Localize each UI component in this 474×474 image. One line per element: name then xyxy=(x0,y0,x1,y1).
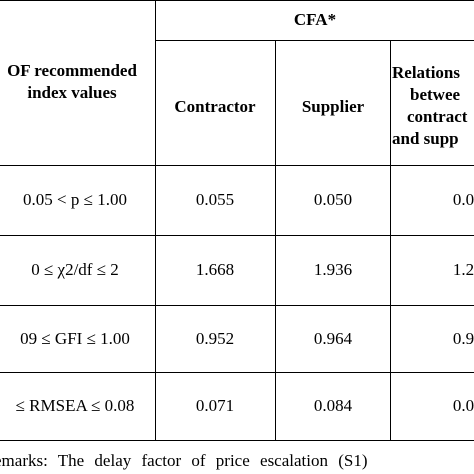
value-cell: 1.668 xyxy=(195,260,235,279)
column-header: and supp xyxy=(392,129,459,148)
rule xyxy=(0,305,474,306)
value-cell: 0.964 xyxy=(313,329,353,348)
value-cell: 1.280 xyxy=(452,260,474,279)
rule xyxy=(0,235,474,236)
index-range: ≤ RMSEA ≤ 0.08 xyxy=(15,396,135,415)
column-header: Contractor xyxy=(174,97,256,116)
rule xyxy=(155,40,474,41)
rule xyxy=(275,41,276,440)
value-cell: 0.050 xyxy=(313,190,353,209)
rule xyxy=(155,0,156,440)
value-cell: 0.055 xyxy=(195,190,235,209)
value-cell: 0.071 xyxy=(195,396,235,415)
value-cell: 0.084 xyxy=(313,396,353,415)
index-range: 09 ≤ GFI ≤ 1.00 xyxy=(20,329,130,348)
remarks: emarks: The delay factor of price escala… xyxy=(0,451,368,470)
value-cell: 0.952 xyxy=(195,329,235,348)
column-header: Relations xyxy=(392,63,460,82)
column-header: betwee xyxy=(410,85,461,104)
group-header: CFA* xyxy=(293,10,337,29)
column-header: Supplier xyxy=(301,97,365,116)
value-cell: 0.930 xyxy=(452,329,474,348)
rule xyxy=(0,0,474,1)
rule xyxy=(390,41,391,440)
rule xyxy=(0,440,474,441)
index-range: 0 ≤ χ2/df ≤ 2 xyxy=(31,260,119,279)
rule xyxy=(0,165,474,166)
column-header: contract xyxy=(407,107,468,126)
index-range: 0.05 < p ≤ 1.00 xyxy=(23,190,127,209)
value-cell: 1.936 xyxy=(313,260,353,279)
value-cell: 0.077 xyxy=(452,190,474,209)
rule xyxy=(0,372,474,373)
value-cell: 0.046 xyxy=(452,396,474,415)
index-header: OF recommended xyxy=(7,61,137,80)
index-header: index values xyxy=(27,83,117,102)
